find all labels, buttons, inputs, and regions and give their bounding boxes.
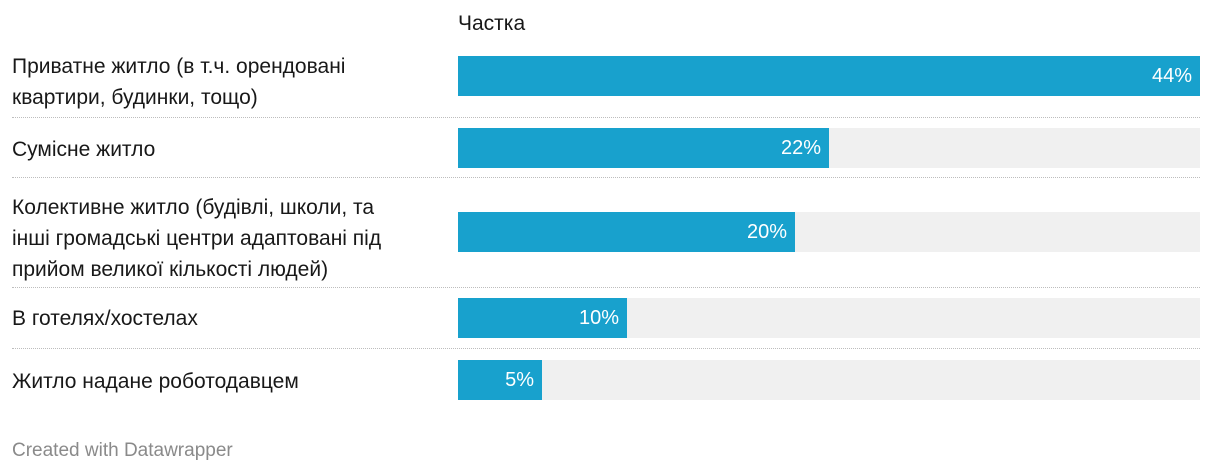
category-label: Колективне житло (будівлі, школи, та інші… xyxy=(12,192,452,285)
bar-value-label: 44% xyxy=(1151,65,1192,87)
bar: 10% xyxy=(458,298,627,338)
category-label: В готелях/хостелах xyxy=(12,303,452,334)
bar: 5% xyxy=(458,360,542,400)
bar-track: 44% xyxy=(458,56,1200,96)
category-label-line: Приватне житло (в т.ч. орендовані xyxy=(12,55,346,78)
footer-credit: Created with Datawrapper xyxy=(12,440,233,461)
bar: 22% xyxy=(458,128,829,168)
row-divider xyxy=(12,287,1200,288)
bar-value-label: 20% xyxy=(746,221,787,243)
category-label: Житло надане роботодавцем xyxy=(12,366,452,397)
category-label-line: прийом великої кількості людей) xyxy=(12,258,329,281)
bar: 44% xyxy=(458,56,1200,96)
category-label-line: інші громадські центри адаптовані під xyxy=(12,227,382,250)
category-label-line: квартири, будинки, тощо) xyxy=(12,86,258,109)
bar-track: 5% xyxy=(458,360,1200,400)
bar-value-label: 5% xyxy=(505,369,534,391)
row-divider xyxy=(12,177,1200,178)
category-label: Сумісне житло xyxy=(12,134,452,165)
bar-value-label: 22% xyxy=(780,137,821,159)
column-header: Частка xyxy=(458,12,526,35)
category-label-line: Колективне житло (будівлі, школи, та xyxy=(12,196,375,219)
category-label: Приватне житло (в т.ч. орендовані квартир… xyxy=(12,51,452,113)
row-divider xyxy=(12,348,1200,349)
row-divider xyxy=(12,117,1200,118)
bar-value-label: 10% xyxy=(578,307,619,329)
category-label-line: Сумісне житло xyxy=(12,138,156,161)
bar-track: 10% xyxy=(458,298,1200,338)
bar-track: 20% xyxy=(458,212,1200,252)
bar: 20% xyxy=(458,212,795,252)
bar-track: 22% xyxy=(458,128,1200,168)
category-label-line: В готелях/хостелах xyxy=(12,307,198,330)
category-label-line: Житло надане роботодавцем xyxy=(12,370,299,393)
